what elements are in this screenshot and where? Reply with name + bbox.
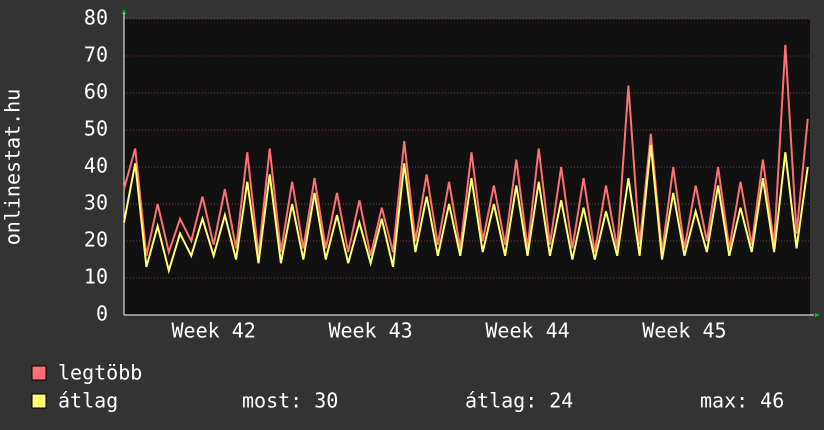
series-line	[123, 44, 809, 257]
series-line	[123, 144, 809, 275]
stat-label: most:	[242, 389, 302, 413]
legend-swatch	[31, 393, 47, 409]
axis-arrow	[122, 9, 126, 14]
y-tick-label: 30	[84, 191, 108, 215]
x-tick-label: Week 43	[328, 319, 412, 343]
y-tick-label: 60	[84, 80, 108, 104]
legend-swatch	[31, 365, 47, 381]
y-tick-label: 70	[84, 43, 108, 67]
y-tick-label: 20	[84, 228, 108, 252]
legend-label: legtöbb	[58, 361, 142, 385]
y-tick-label: 10	[84, 265, 108, 289]
y-axis-label: onlinestat.hu	[1, 89, 25, 246]
x-tick-label: Week 42	[172, 319, 256, 343]
stat-value: 30	[314, 389, 338, 413]
stat-label: max:	[700, 389, 748, 413]
x-tick-label: Week 45	[642, 319, 726, 343]
stat-label: átlag:	[465, 389, 537, 413]
stat-value: 24	[549, 389, 573, 413]
y-tick-label: 0	[96, 302, 108, 326]
y-tick-label: 40	[84, 154, 108, 178]
legend-label: átlag	[58, 389, 118, 413]
y-tick-label: 80	[84, 6, 108, 30]
stat-value: 46	[760, 389, 784, 413]
y-tick-label: 50	[84, 117, 108, 141]
x-tick-label: Week 44	[485, 319, 569, 343]
axis-arrow	[815, 313, 820, 317]
